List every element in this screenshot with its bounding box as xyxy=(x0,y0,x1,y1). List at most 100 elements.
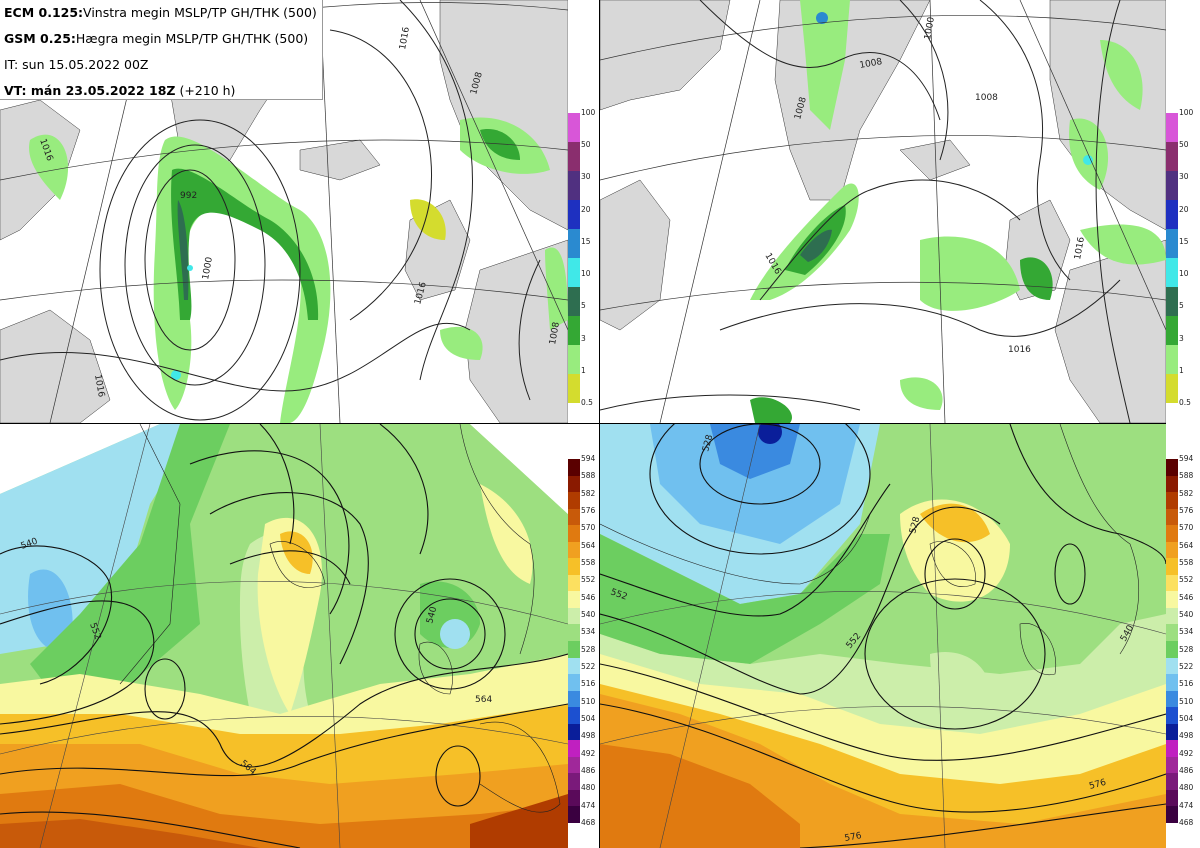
colorbar-tick-label: 480 xyxy=(581,783,596,793)
colorbar-swatch xyxy=(568,459,580,476)
colorbar-swatch xyxy=(568,806,580,824)
colorbar-tick-label: 100 xyxy=(1179,108,1194,117)
colorbar-swatch xyxy=(1166,345,1178,374)
ecm-description: Vinstra megin MSLP/TP GH/THK (500) xyxy=(83,5,317,20)
colorbar-swatch xyxy=(568,374,580,403)
height-label: 576 xyxy=(1088,778,1107,792)
isobar-label: 1000 xyxy=(201,256,215,281)
colorbar-tick-label: 546 xyxy=(581,592,596,602)
colorbar-tick-label: 498 xyxy=(1179,731,1194,741)
isobar-label: 1016 xyxy=(92,374,106,399)
isobar-label: 992 xyxy=(180,191,197,201)
colorbar-tick-label: 0.5 xyxy=(1179,398,1191,407)
colorbar-tick-label: 15 xyxy=(581,236,591,246)
colorbar-tick-label: 510 xyxy=(581,696,596,706)
colorbar-tick-label: 468 xyxy=(1179,818,1194,827)
colorbar-swatch xyxy=(1166,492,1178,510)
colorbar-swatch xyxy=(568,287,580,316)
valid-time-row: VT: mán 23.05.2022 18Z (+210 h) xyxy=(4,82,322,108)
colorbar-tick-label: 5 xyxy=(581,301,586,311)
colorbar-tick-label: 486 xyxy=(581,766,596,775)
colorbar-tick-label: 546 xyxy=(1179,592,1194,602)
valid-time: VT: mán 23.05.2022 18Z xyxy=(4,83,176,98)
run-info-box: ECM 0.125:Vinstra megin MSLP/TP GH/THK (… xyxy=(0,0,323,100)
colorbar-tick-label: 528 xyxy=(1179,644,1194,654)
colorbar-tick-label: 540 xyxy=(581,610,596,619)
colorbar-swatch xyxy=(1166,723,1178,741)
height-label: 576 xyxy=(844,831,863,844)
height-label: 564 xyxy=(475,695,492,705)
colorbar-tick-label: 30 xyxy=(1179,172,1189,182)
colorbar-swatch xyxy=(568,607,580,625)
colorbar-swatch xyxy=(568,723,580,741)
colorbar-swatch xyxy=(568,113,580,142)
colorbar-swatch xyxy=(568,475,580,493)
colorbar-tick-label: 30 xyxy=(581,172,591,182)
horizontal-divider xyxy=(0,423,1166,424)
colorbar-swatch xyxy=(1166,374,1178,403)
colorbar-swatch xyxy=(1166,591,1178,609)
colorbar-tick-label: 492 xyxy=(1179,748,1194,758)
colorbar-swatch xyxy=(568,345,580,374)
colorbar-swatch xyxy=(568,707,580,725)
colorbar-swatch xyxy=(1166,142,1178,171)
colorbar-tick-label: 522 xyxy=(581,662,596,671)
gsm-mslp-precip-map: 1000 1008 1008 1016 1016 1016 1008 xyxy=(600,0,1166,423)
colorbar-swatch xyxy=(568,558,580,576)
colorbar-swatch xyxy=(1166,806,1178,824)
colorbar-tick-label: 588 xyxy=(581,471,596,481)
colorbar-tick-label: 3 xyxy=(1179,333,1184,343)
colorbar-swatch xyxy=(568,258,580,287)
colorbar-swatch xyxy=(568,508,580,526)
colorbar-swatch xyxy=(568,574,580,592)
gsm-model-label: GSM 0.25: xyxy=(4,31,76,46)
colorbar-swatch xyxy=(1166,541,1178,559)
colorbar-tick-label: 10 xyxy=(1179,269,1189,279)
colorbar-swatch xyxy=(568,492,580,510)
vertical-divider xyxy=(599,0,600,848)
colorbar-swatch xyxy=(1166,624,1178,642)
colorbar-swatch xyxy=(568,674,580,692)
colorbar-tick-label: 552 xyxy=(581,575,596,585)
colorbar-tick-label: 582 xyxy=(581,488,596,498)
colorbar-swatch xyxy=(568,789,580,807)
colorbar-tick-label: 50 xyxy=(1179,140,1189,150)
colorbar-tick-label: 576 xyxy=(581,506,596,515)
colorbar-tick-label: 492 xyxy=(581,748,596,758)
colorbar-tick-label: 480 xyxy=(1179,783,1194,793)
colorbar-swatch xyxy=(568,525,580,543)
colorbar-tick-label: 474 xyxy=(581,800,596,810)
colorbar-tick-label: 486 xyxy=(1179,766,1194,775)
colorbar-swatch xyxy=(568,171,580,200)
colorbar-swatch xyxy=(1166,789,1178,807)
colorbar-tick-label: 588 xyxy=(1179,471,1194,481)
colorbar-swatch xyxy=(1166,475,1178,493)
colorbar-tick-label: 522 xyxy=(1179,662,1194,671)
colorbar-swatch xyxy=(1166,459,1178,476)
colorbar-tick-label: 528 xyxy=(581,644,596,654)
colorbar-swatch xyxy=(568,229,580,258)
ecm-gh-thickness-map: 540 564 564 540 552 xyxy=(0,424,568,848)
thickness-colorbar-right: 594 588 582 576 570 564 558 552 546 540 534 528 522 5… xyxy=(1166,455,1200,827)
ecm-model-label: ECM 0.125: xyxy=(4,5,84,20)
isobar-label: 1000 xyxy=(923,16,937,41)
colorbar-tick-label: 594 xyxy=(1179,454,1194,463)
height-label: 528 xyxy=(908,515,922,534)
gsm-description: Hægra megin MSLP/TP GH/THK (500) xyxy=(75,31,309,46)
colorbar-tick-label: 20 xyxy=(581,204,591,214)
colorbar-swatch xyxy=(1166,287,1178,316)
colorbar-tick-label: 0.5 xyxy=(581,398,593,407)
ecm-info-row: ECM 0.125:Vinstra megin MSLP/TP GH/THK (… xyxy=(4,4,322,30)
colorbar-tick-label: 498 xyxy=(581,731,596,741)
isobar-label: 1008 xyxy=(975,93,998,103)
isobar-label: 1016 xyxy=(1073,236,1087,261)
colorbar-tick-label: 558 xyxy=(1179,558,1194,567)
precip-colorbar-left: 100 50 30 20 15 10 5 3 1 0.5 xyxy=(568,109,602,407)
colorbar-tick-label: 468 xyxy=(581,818,596,827)
colorbar-tick-label: 10 xyxy=(581,269,591,279)
colorbar-swatch xyxy=(1166,707,1178,725)
gsm-info-row: GSM 0.25:Hægra megin MSLP/TP GH/THK (500… xyxy=(4,30,322,56)
colorbar-tick-label: 100 xyxy=(581,108,596,117)
colorbar-swatch xyxy=(1166,200,1178,229)
colorbar-swatch xyxy=(568,657,580,675)
